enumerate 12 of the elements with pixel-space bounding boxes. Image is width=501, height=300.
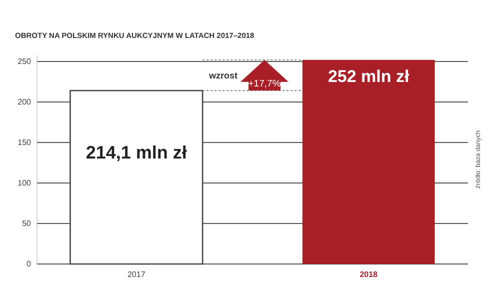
annotation: +17,7%	[248, 78, 282, 90]
y-tick-label: 50	[22, 219, 32, 228]
y-tick-label: 100	[18, 178, 32, 188]
x-tick-label: 2018	[360, 270, 378, 279]
data-label: 214,1 mln zł	[86, 142, 187, 163]
annotation: wzrost	[208, 70, 238, 81]
data-label: 252 mln zł	[328, 66, 410, 86]
x-tick-label: 2017	[128, 270, 146, 279]
y-tick-label: 150	[18, 138, 32, 148]
y-tick-label: 250	[18, 57, 32, 66]
y-tick-label: 200	[18, 98, 32, 107]
y-tick-label: 0	[26, 260, 32, 269]
